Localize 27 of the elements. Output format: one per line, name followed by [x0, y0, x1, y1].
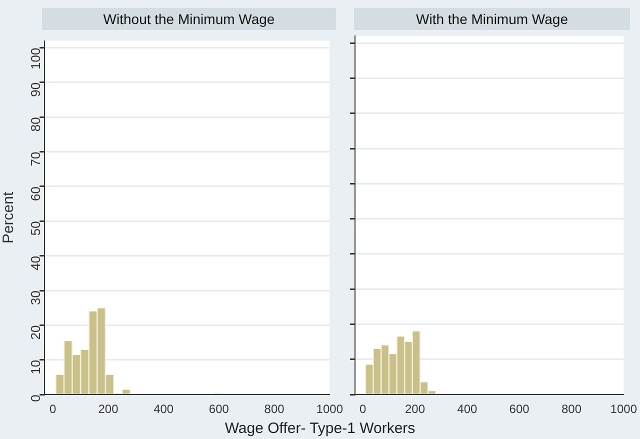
y-axis-title: Percent [0, 191, 18, 244]
y-tick-label: 100 [28, 48, 44, 70]
y-tick-label: 60 [28, 186, 44, 201]
y-tick-label: 40 [28, 256, 44, 270]
y-tick-label: 50 [28, 221, 44, 236]
chart-title: With the Minimum Wage [354, 8, 630, 30]
x-axis-title: Wage Offer- Type-1 Workers [224, 420, 416, 437]
chart-title: Without the Minimum Wage [42, 8, 336, 30]
x-tick-label: 600 [208, 402, 230, 416]
x-tick-label: 400 [457, 402, 478, 416]
x-tick-label: 0 [359, 402, 366, 416]
y-tick-label: 10 [28, 360, 44, 374]
x-tick-label: 400 [154, 402, 174, 416]
y-tick-label: 90 [28, 82, 44, 97]
x-tick-label: 200 [98, 402, 119, 416]
x-tick-label: 0 [50, 402, 57, 416]
y-tick-label: 20 [28, 325, 44, 340]
y-tick-label: 30 [28, 290, 44, 306]
x-tick-label: 800 [264, 402, 285, 416]
x-tick-label: 800 [561, 402, 582, 416]
x-tick-label: 1000 [610, 402, 638, 416]
y-tick-label: 80 [28, 117, 44, 132]
y-tick-label: 70 [28, 152, 44, 166]
x-tick-label: 200 [404, 402, 426, 416]
y-tick-label: 0 [28, 394, 44, 402]
x-tick-label: 600 [509, 402, 530, 416]
x-tick-label: 1000 [316, 402, 344, 416]
